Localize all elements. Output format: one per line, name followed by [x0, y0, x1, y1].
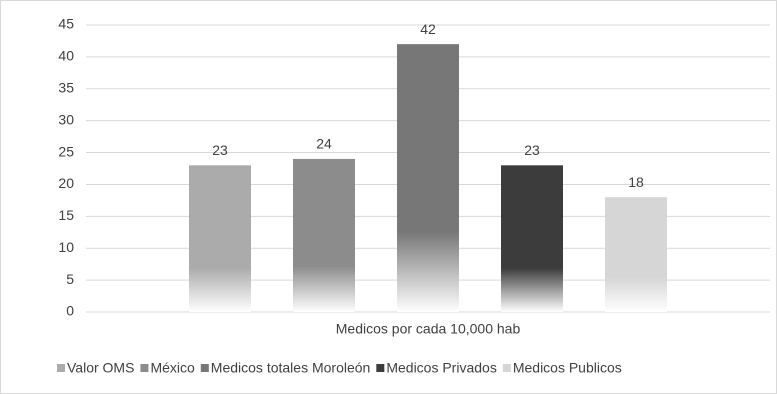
bar — [189, 165, 251, 312]
y-tick-label: 15 — [58, 207, 74, 223]
legend-swatch — [502, 364, 511, 372]
y-tick-label: 10 — [58, 239, 74, 255]
legend-label: Medicos Publicos — [513, 360, 622, 376]
data-label: 23 — [212, 142, 228, 158]
bar — [501, 165, 563, 312]
data-label: 18 — [628, 174, 644, 190]
legend-label: Medicos Privados — [386, 360, 497, 376]
legend-swatch — [200, 364, 209, 372]
bar — [293, 158, 355, 312]
y-tick-label: 30 — [58, 111, 74, 127]
y-tick-label: 25 — [58, 143, 74, 159]
data-label: 23 — [524, 142, 540, 158]
bar — [397, 44, 459, 313]
legend-label: Valor OMS — [67, 360, 134, 376]
y-tick-label: 5 — [66, 271, 74, 287]
legend-swatch — [376, 364, 385, 372]
data-label: 42 — [420, 21, 436, 37]
data-label: 24 — [316, 136, 332, 152]
y-tick-label: 40 — [58, 48, 74, 64]
y-tick-label: 45 — [58, 16, 74, 32]
y-tick-label: 20 — [58, 175, 74, 191]
legend-label: México — [150, 360, 195, 376]
bar — [605, 197, 667, 312]
legend-swatch — [140, 364, 149, 372]
legend-label: Medicos totales Moroleón — [211, 360, 371, 376]
y-tick-label: 0 — [66, 303, 74, 319]
legend-swatch — [57, 364, 65, 372]
x-tick-label: Medicos por cada 10,000 hab — [336, 321, 521, 337]
y-tick-label: 35 — [58, 79, 74, 95]
